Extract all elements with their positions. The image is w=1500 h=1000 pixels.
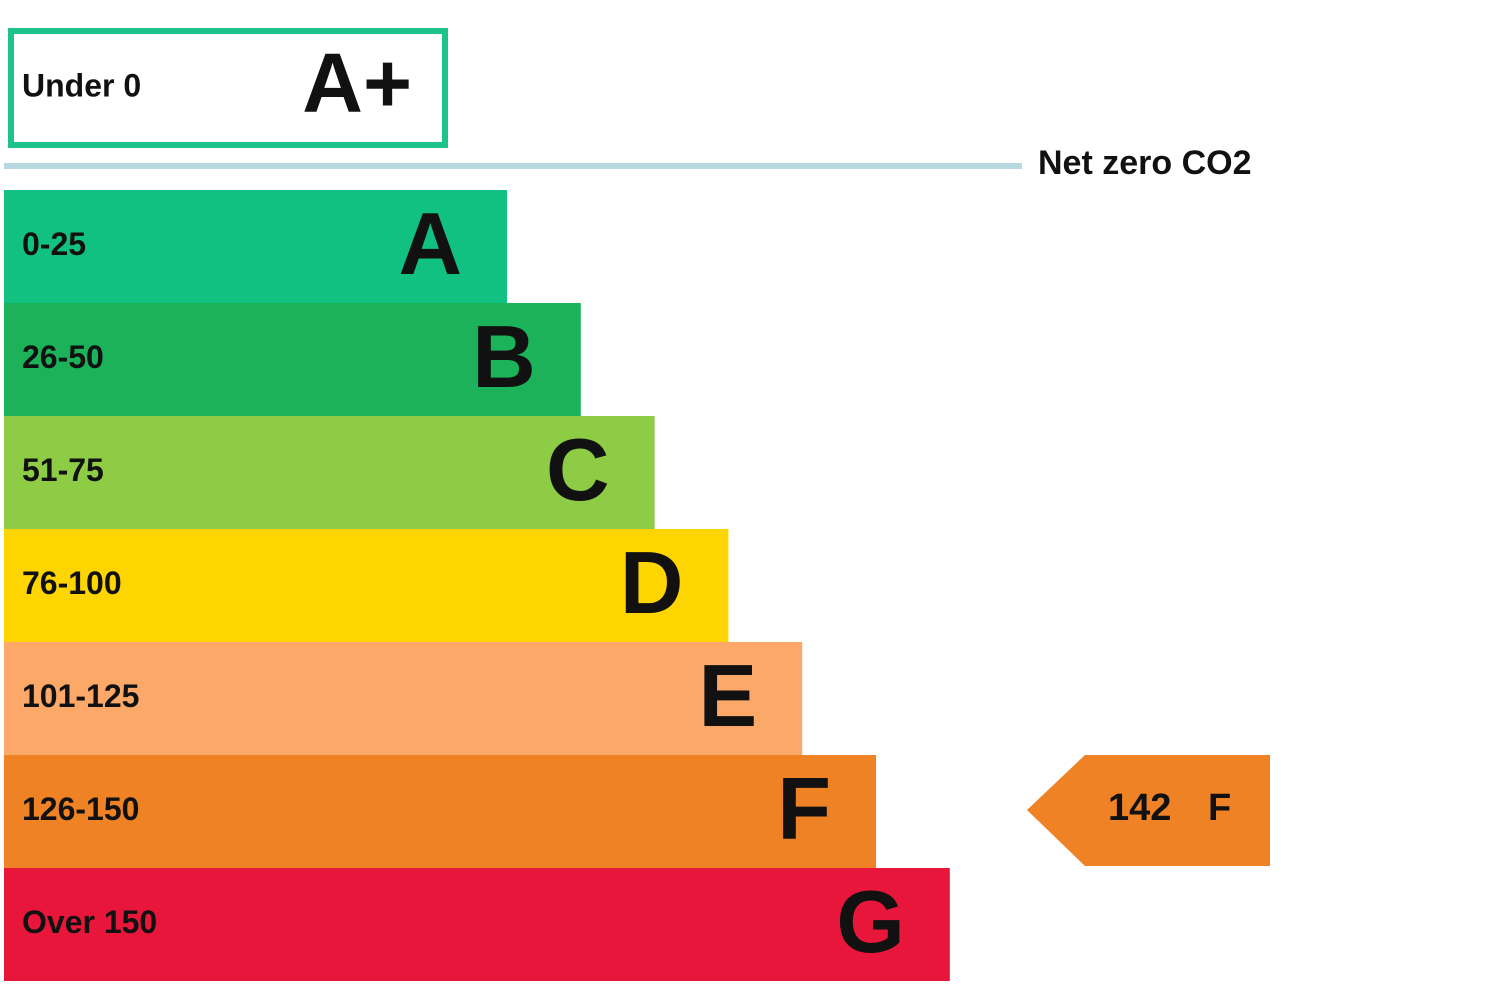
net-zero-label: Net zero CO2 <box>1038 144 1252 182</box>
band-range: 76-100 <box>22 565 122 601</box>
band-range: 126-150 <box>22 791 139 827</box>
top-band-range: Under 0 <box>22 67 141 103</box>
band-range: Over 150 <box>22 904 157 940</box>
indicator-value: 142 <box>1108 787 1171 829</box>
top-band-box <box>8 28 448 148</box>
band-range: 26-50 <box>22 339 104 375</box>
band-letter: C <box>546 420 610 519</box>
band-letter: G <box>836 872 904 971</box>
band-letter: F <box>777 759 831 858</box>
rating-indicator <box>1027 755 1270 866</box>
band-letter: A <box>398 194 462 293</box>
band-bar <box>4 755 876 868</box>
band-bar <box>4 642 803 755</box>
band-range: 51-75 <box>22 452 104 488</box>
band-range: 101-125 <box>22 678 139 714</box>
band-bar <box>4 190 507 303</box>
band-range: 0-25 <box>22 226 86 262</box>
band-bar <box>4 303 581 416</box>
band-letter: E <box>698 646 757 745</box>
band-bar <box>4 416 655 529</box>
top-band-letter: A+ <box>302 36 412 130</box>
indicator-letter: F <box>1208 787 1231 829</box>
band-letter: B <box>472 307 536 406</box>
band-bar <box>4 529 729 642</box>
band-bar <box>4 868 950 981</box>
band-letter: D <box>620 533 684 632</box>
